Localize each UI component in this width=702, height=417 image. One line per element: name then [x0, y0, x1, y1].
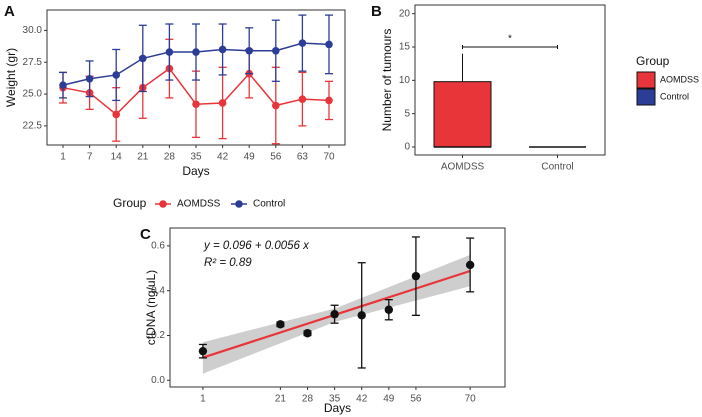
box — [433, 81, 492, 148]
x-tick-label: 35 — [190, 152, 202, 163]
equation: y = 0.096 + 0.0056 x — [203, 240, 310, 252]
x-tick-label: 49 — [383, 394, 395, 405]
x-tick-label: AOMDSS — [441, 162, 485, 173]
x-tick-label: 56 — [270, 152, 282, 163]
legend-label: Control — [660, 91, 689, 101]
point — [192, 48, 200, 56]
y-tick-label: 22.5 — [23, 121, 43, 132]
x-tick-label: 1 — [200, 394, 206, 405]
x-tick-label: 70 — [465, 394, 477, 405]
x-tick-label: 42 — [217, 152, 229, 163]
y-tick-label: 0.6 — [151, 241, 165, 252]
legend-label: Control — [253, 199, 285, 210]
y-tick-label: 25.0 — [23, 89, 43, 100]
x-tick-label: 28 — [164, 152, 176, 163]
legend-title: Group — [636, 54, 670, 68]
y-tick-label: 0.2 — [151, 330, 165, 341]
x-tick-label: 7 — [87, 152, 93, 163]
point — [192, 100, 200, 109]
x-tick-label: 42 — [356, 394, 368, 405]
x-axis-title: Days — [324, 401, 351, 415]
plot-border — [169, 227, 506, 388]
legend-marker — [235, 200, 243, 208]
x-axis-title: Days — [182, 164, 209, 178]
y-tick-label: 0 — [404, 142, 410, 153]
x-tick-label: 63 — [297, 152, 309, 163]
x-tick-label: 14 — [111, 152, 123, 163]
x-tick-label: 1 — [60, 152, 66, 163]
r-squared: R² = 0.89 — [204, 257, 252, 269]
point — [303, 329, 312, 338]
point — [384, 305, 394, 314]
x-tick-label: Control — [541, 162, 573, 173]
y-tick-label: 27.5 — [23, 57, 43, 68]
point — [330, 310, 339, 319]
point — [112, 71, 120, 79]
point — [411, 271, 421, 281]
point — [298, 95, 307, 103]
y-tick-label: 30.0 — [23, 25, 43, 36]
point — [325, 96, 333, 105]
panel-label: C — [140, 226, 151, 243]
x-tick-label: 70 — [323, 152, 335, 163]
point — [112, 110, 120, 119]
point — [218, 45, 227, 54]
point — [272, 46, 280, 55]
point — [198, 346, 208, 356]
x-tick-label: 56 — [410, 394, 422, 405]
y-axis-title: Number of tumours — [380, 29, 394, 132]
x-tick-label: 49 — [244, 152, 256, 163]
y-tick-label: 10 — [399, 75, 411, 86]
legend-marker — [159, 200, 167, 208]
y-tick-label: 0.4 — [151, 285, 165, 296]
point — [85, 74, 94, 83]
panel-label: A — [4, 3, 15, 20]
panel-label: B — [371, 3, 382, 20]
point — [139, 54, 147, 63]
point — [276, 320, 285, 329]
point — [272, 101, 280, 110]
significance-label: * — [508, 34, 512, 45]
legend-swatch — [636, 88, 656, 106]
point — [218, 99, 227, 107]
legend-label: AOMDSS — [660, 74, 699, 84]
x-tick-label: 35 — [329, 394, 341, 405]
point — [59, 81, 67, 89]
legend-swatch — [636, 71, 656, 89]
y-tick-label: 15 — [399, 42, 411, 53]
point — [245, 46, 253, 55]
x-tick-label: 28 — [302, 394, 314, 405]
legend-label: AOMDSS — [177, 199, 221, 210]
legend-title: Group — [113, 196, 147, 210]
y-axis-title: Weight (gr) — [4, 48, 18, 107]
point — [325, 40, 333, 49]
point — [465, 260, 475, 270]
y-tick-label: 5 — [404, 108, 410, 119]
x-tick-label: 21 — [275, 394, 287, 405]
y-tick-label: 20 — [399, 8, 411, 19]
point — [357, 311, 366, 320]
y-axis-title: cfDNA (ng/uL) — [144, 270, 158, 345]
x-tick-label: 21 — [137, 152, 149, 163]
point — [165, 48, 174, 56]
point — [298, 39, 307, 47]
y-tick-label: 0.0 — [151, 375, 165, 386]
